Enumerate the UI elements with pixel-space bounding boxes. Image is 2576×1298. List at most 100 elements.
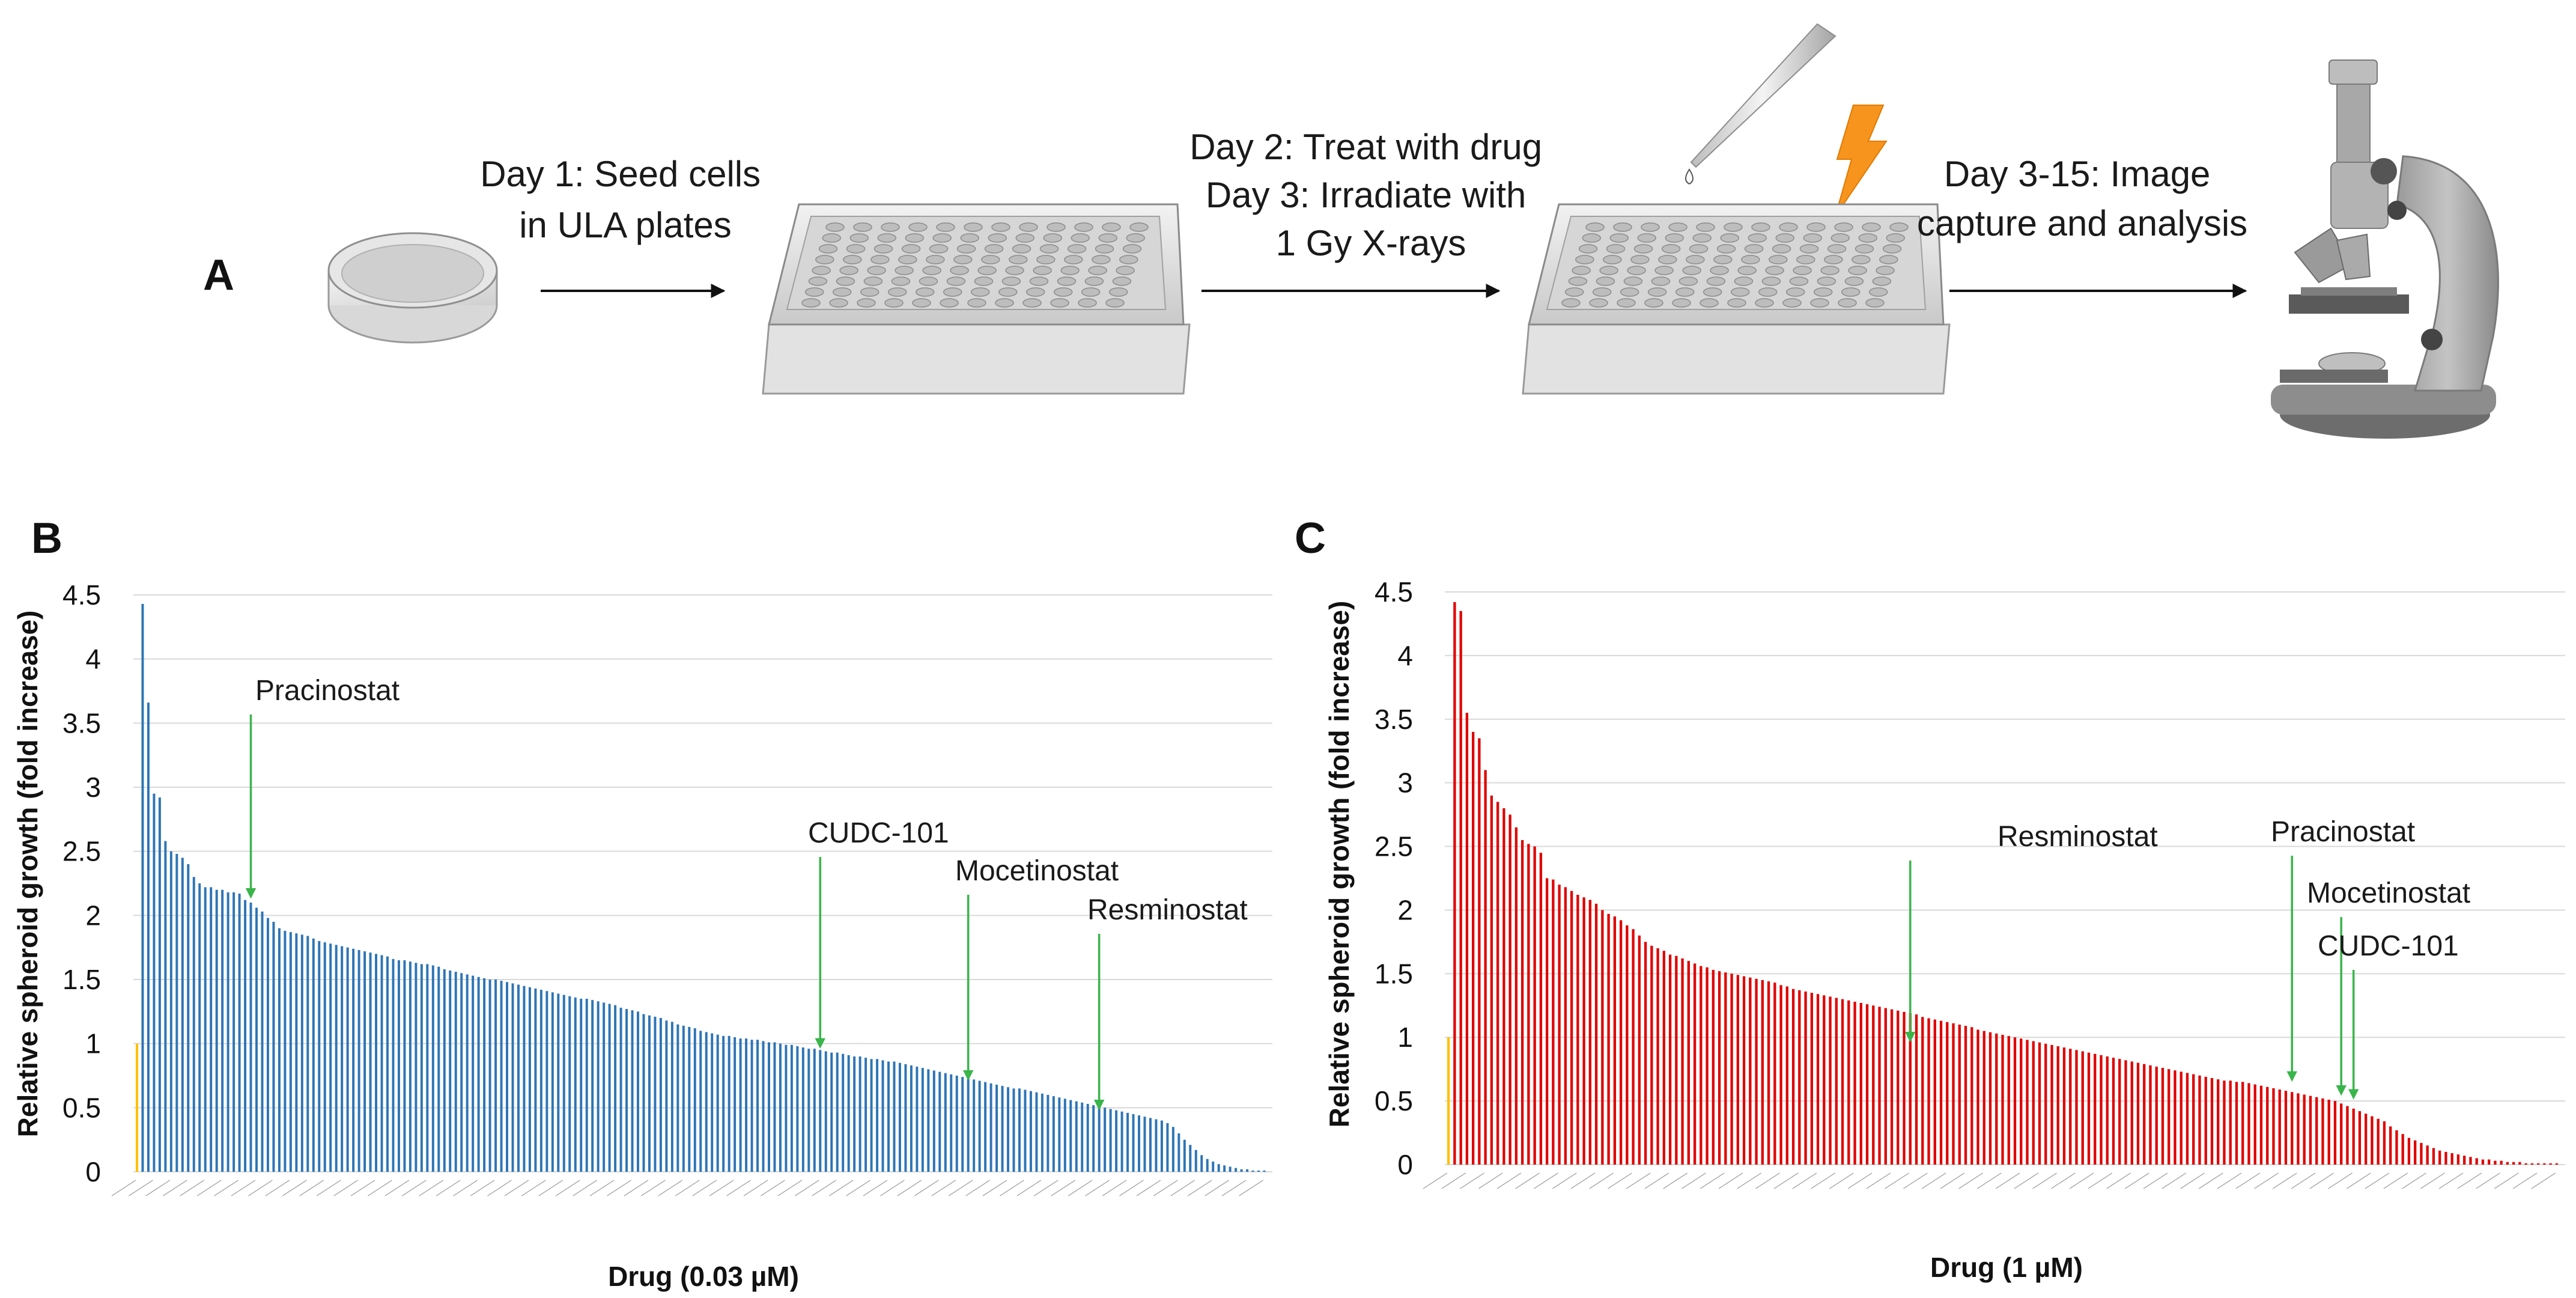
- bar: [1177, 1133, 1180, 1172]
- well: [804, 287, 824, 297]
- bar: [472, 975, 475, 1172]
- bar: [1890, 1009, 1894, 1165]
- bar: [153, 793, 156, 1172]
- bar: [426, 964, 429, 1172]
- bar: [1465, 713, 1469, 1165]
- bar: [2407, 1138, 2411, 1165]
- well: [1585, 222, 1605, 232]
- drug-tick-label: [1085, 1180, 1110, 1196]
- bar: [847, 1055, 850, 1172]
- bar: [904, 1064, 907, 1172]
- bar: [2524, 1163, 2527, 1165]
- bar: [562, 995, 565, 1172]
- y-tick-label: 0.5: [1375, 1085, 1413, 1117]
- bar: [1223, 1165, 1226, 1172]
- drug-tick-label: [350, 1180, 375, 1196]
- bar: [1662, 951, 1666, 1165]
- bar: [1607, 913, 1610, 1165]
- drug-tick-label: [368, 1180, 392, 1196]
- well: [1761, 276, 1781, 286]
- well: [974, 276, 994, 286]
- bar: [2167, 1069, 2170, 1165]
- bar: [2100, 1055, 2103, 1165]
- annotation-label: Pracinostat: [2271, 816, 2415, 848]
- bar: [2044, 1043, 2047, 1165]
- drug-tick-label: [761, 1180, 785, 1196]
- drug-tick-label: [2235, 1172, 2261, 1189]
- drug-tick-label: [1866, 1172, 1891, 1189]
- bar: [1229, 1166, 1232, 1172]
- bar: [2284, 1091, 2288, 1165]
- bar: [1098, 1106, 1101, 1172]
- bar: [494, 980, 497, 1172]
- drug-tick-label: [897, 1180, 922, 1196]
- bar: [1527, 844, 1530, 1165]
- well: [919, 276, 938, 286]
- well: [839, 266, 858, 275]
- well: [1592, 287, 1612, 297]
- bar: [973, 1079, 976, 1172]
- well: [915, 287, 935, 297]
- bar: [1138, 1115, 1141, 1172]
- bar: [557, 993, 560, 1172]
- well: [1009, 255, 1028, 264]
- well: [815, 255, 834, 264]
- well: [926, 255, 945, 264]
- bar: [2506, 1162, 2509, 1165]
- well: [995, 298, 1014, 308]
- bar: [1143, 1117, 1146, 1172]
- bar: [2186, 1073, 2189, 1165]
- bar: [1859, 1003, 1862, 1165]
- well: [1796, 255, 1815, 264]
- bar: [580, 999, 583, 1172]
- bar: [2149, 1065, 2152, 1165]
- well: [964, 222, 983, 232]
- well: [1813, 287, 1833, 297]
- bar: [1552, 879, 1555, 1165]
- well: [1706, 276, 1726, 286]
- well: [912, 298, 931, 308]
- drug-tick-label: [2088, 1172, 2113, 1189]
- drug-tick-label: [2161, 1172, 2187, 1189]
- x-ray-bolt-icon: [1835, 105, 1888, 217]
- bar: [312, 938, 315, 1172]
- bar: [500, 981, 503, 1172]
- bar: [978, 1080, 981, 1172]
- chart-b-plot: 0 0.5 1 1.5 2 2.5 3 3.5 4 4.5 Pracinostat CUDC-101M…: [62, 579, 1272, 1196]
- drug-tick-label: [2365, 1172, 2390, 1189]
- bar: [1496, 802, 1499, 1165]
- well: [1879, 255, 1898, 264]
- well: [1889, 222, 1909, 232]
- drug-tick-label: [1663, 1172, 1688, 1189]
- drug-tick-label: [675, 1180, 700, 1196]
- bar: [807, 1049, 810, 1172]
- well: [1119, 255, 1138, 264]
- well: [1686, 255, 1705, 264]
- bar: [1773, 983, 1776, 1165]
- bar: [1018, 1088, 1021, 1172]
- bar: [881, 1060, 884, 1172]
- bar: [796, 1046, 799, 1172]
- bar: [2247, 1083, 2250, 1165]
- control-bar: [136, 1043, 138, 1172]
- bar: [779, 1043, 782, 1172]
- well: [829, 298, 848, 308]
- bar: [2383, 1121, 2386, 1165]
- bar: [1779, 985, 1782, 1165]
- drug-tick-label: [1700, 1172, 1725, 1189]
- well: [1675, 287, 1695, 297]
- bar: [676, 1024, 679, 1172]
- bar: [1791, 989, 1795, 1165]
- bar: [2488, 1159, 2491, 1165]
- bar: [728, 1035, 731, 1172]
- well: [822, 233, 842, 243]
- well: [1112, 276, 1132, 286]
- well: [832, 287, 852, 297]
- bar: [141, 603, 144, 1172]
- drug-tick-label: [1644, 1172, 1669, 1189]
- bar: [2198, 1075, 2201, 1165]
- bar: [1502, 808, 1505, 1165]
- bar: [608, 1004, 611, 1172]
- bar: [1878, 1007, 1881, 1165]
- bar: [506, 982, 509, 1172]
